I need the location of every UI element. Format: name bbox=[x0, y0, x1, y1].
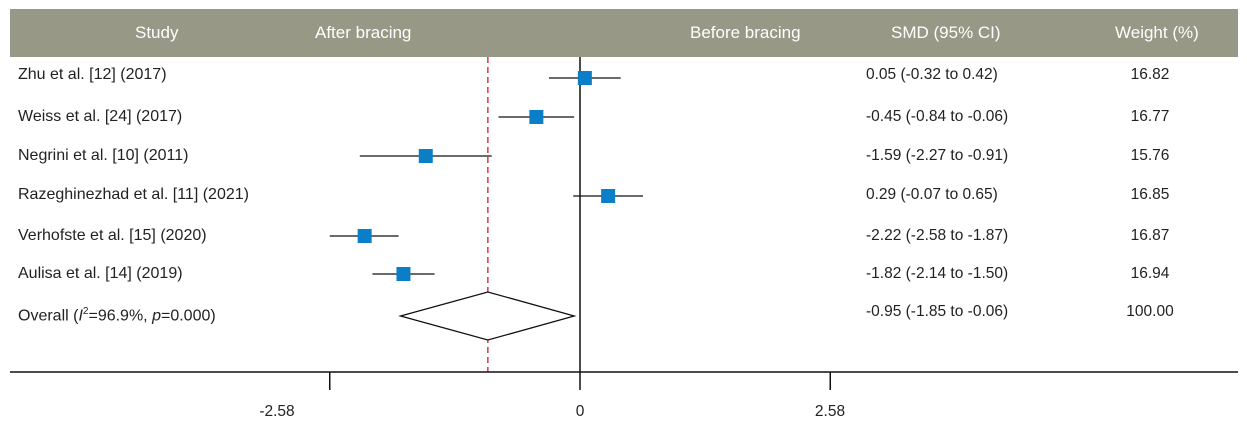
study-label-zhu: Zhu et al. [12] (2017) bbox=[18, 65, 167, 85]
x-tick-label-pos: 2.58 bbox=[815, 403, 845, 421]
point-marker bbox=[358, 229, 372, 243]
weight-value-overall: 100.00 bbox=[1090, 302, 1210, 322]
x-tick-label-neg: -2.58 bbox=[259, 403, 294, 421]
smd-value-weiss: -0.45 (-0.84 to -0.06) bbox=[866, 107, 1026, 127]
overall-diamond bbox=[401, 292, 575, 340]
weight-value-verhofste: 16.87 bbox=[1090, 226, 1210, 246]
point-marker bbox=[578, 71, 592, 85]
weight-value-weiss: 16.77 bbox=[1090, 107, 1210, 127]
x-tick-label-zero: 0 bbox=[576, 403, 585, 421]
smd-value-negrini: -1.59 (-2.27 to -0.91) bbox=[866, 146, 1026, 166]
weight-value-aulisa: 16.94 bbox=[1090, 264, 1210, 284]
smd-value-overall: -0.95 (-1.85 to -0.06) bbox=[866, 302, 1026, 322]
weight-value-zhu: 16.82 bbox=[1090, 65, 1210, 85]
point-marker bbox=[396, 267, 410, 281]
smd-value-verhofste: -2.22 (-2.58 to -1.87) bbox=[866, 226, 1026, 246]
point-marker bbox=[419, 149, 433, 163]
study-label-aulisa: Aulisa et al. [14] (2019) bbox=[18, 264, 183, 284]
smd-value-razeghinezhad: 0.29 (-0.07 to 0.65) bbox=[866, 185, 1026, 205]
study-label-weiss: Weiss et al. [24] (2017) bbox=[18, 107, 182, 127]
weight-value-negrini: 15.76 bbox=[1090, 146, 1210, 166]
smd-value-aulisa: -1.82 (-2.14 to -1.50) bbox=[866, 264, 1026, 284]
study-label-razeghinezhad: Razeghinezhad et al. [11] (2021) bbox=[18, 185, 249, 205]
study-label-overall: Overall (I2=96.9%, p=0.000) bbox=[18, 302, 216, 322]
weight-value-razeghinezhad: 16.85 bbox=[1090, 185, 1210, 205]
study-label-negrini: Negrini et al. [10] (2011) bbox=[18, 146, 188, 166]
study-label-verhofste: Verhofste et al. [15] (2020) bbox=[18, 226, 207, 246]
smd-value-zhu: 0.05 (-0.32 to 0.42) bbox=[866, 65, 1026, 85]
point-marker bbox=[601, 189, 615, 203]
point-marker bbox=[529, 110, 543, 124]
